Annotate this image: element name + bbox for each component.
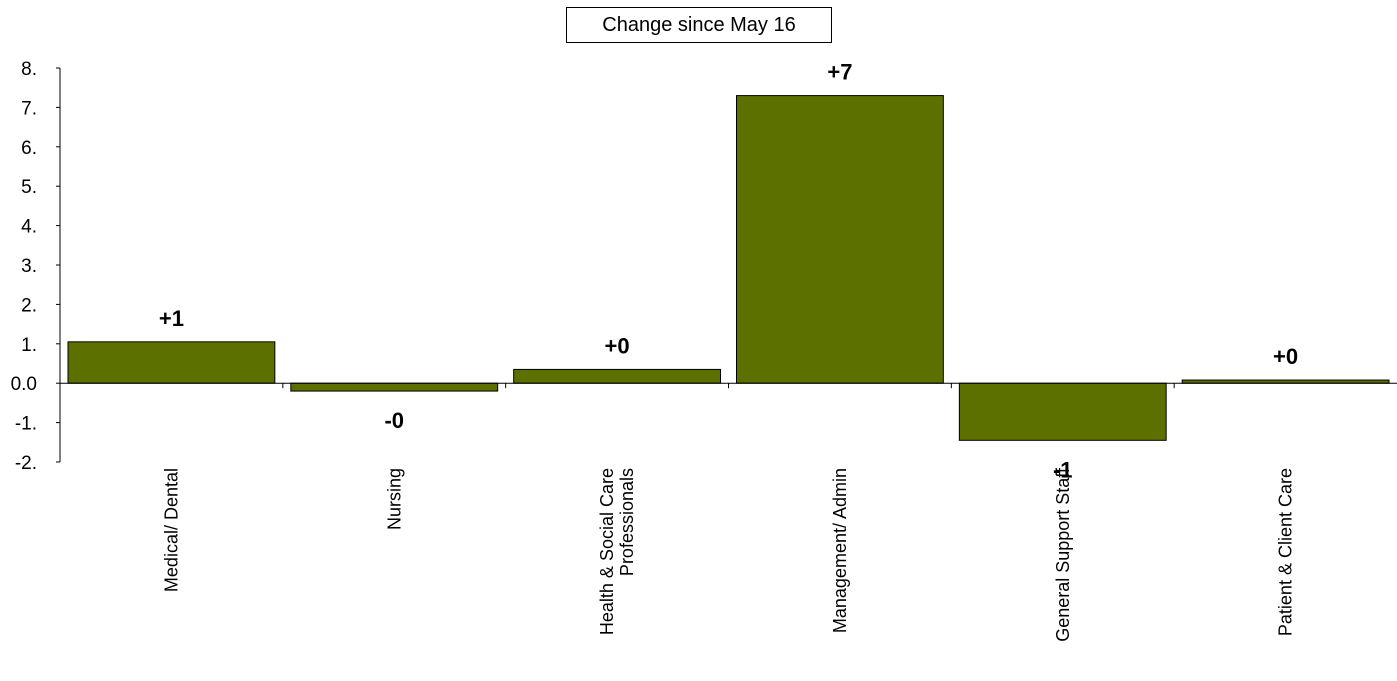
y-tick-label: 6.	[21, 138, 37, 159]
y-tick-label: 0.0	[11, 374, 37, 395]
y-tick-label: 2.	[21, 295, 37, 316]
data-label: +1	[159, 306, 184, 331]
x-category-label: Health & Social Care	[597, 468, 617, 635]
y-tick-label: 1.	[21, 335, 37, 356]
data-label: +7	[827, 60, 852, 85]
y-tick-label: 8.	[21, 59, 37, 80]
data-label: -0	[384, 408, 404, 433]
x-category-label: General Support Staff	[1053, 467, 1073, 642]
y-tick-label: -2.	[15, 453, 37, 474]
data-label: +0	[1273, 344, 1298, 369]
y-tick-label: 4.	[21, 217, 37, 238]
x-category-label: Nursing	[384, 468, 404, 530]
y-tick-label: 3.	[21, 256, 37, 277]
bar	[958, 382, 1167, 441]
y-tick-label: 7.	[21, 98, 37, 119]
bar	[67, 341, 276, 384]
bar	[513, 368, 722, 384]
x-category-label: Patient & Client Care	[1276, 468, 1296, 636]
data-label: -1	[1053, 457, 1073, 482]
x-category-label: Professionals	[617, 468, 637, 576]
y-tick-label: -1.	[15, 414, 37, 435]
chart-title: Change since May 16	[566, 7, 832, 43]
data-label: +0	[605, 333, 630, 358]
bar	[290, 382, 499, 392]
y-tick-label: 5.	[21, 177, 37, 198]
x-category-label: Management/ Admin	[830, 468, 850, 633]
bar	[736, 95, 944, 384]
x-category-label: Medical/ Dental	[161, 468, 181, 592]
